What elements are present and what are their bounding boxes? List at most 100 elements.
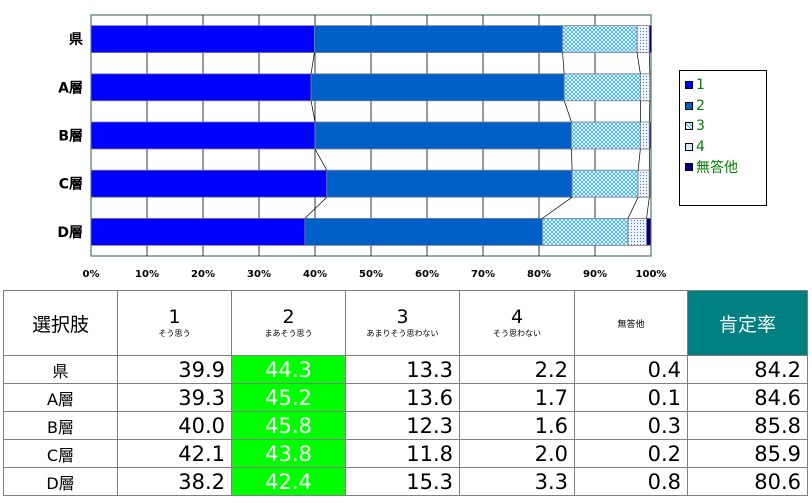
- table-cell: 2.2: [459, 355, 575, 384]
- bar-segment: [326, 169, 573, 198]
- series-line: [636, 52, 641, 74]
- table-cell: 84.2: [687, 355, 808, 384]
- row-label: 県: [3, 355, 118, 384]
- series-line: [563, 100, 572, 123]
- table-cell: 1.7: [459, 383, 575, 412]
- legend-item-2: 2: [685, 96, 766, 117]
- bar-segment: [649, 73, 651, 102]
- bar-segment: [304, 217, 543, 246]
- category-label: C層: [59, 177, 83, 193]
- bar-segment: [90, 25, 315, 54]
- category-label: A層: [58, 80, 83, 96]
- bar-segment: [541, 217, 629, 246]
- header-sub: そう思う: [158, 329, 191, 338]
- bar-segment: [636, 25, 650, 54]
- bar-segment: [627, 217, 647, 246]
- series-line: [627, 197, 639, 219]
- table-cell: 3.3: [459, 467, 575, 496]
- table-cell: 11.8: [345, 439, 460, 468]
- bar-segment: [639, 73, 651, 102]
- legend-item-3: 3: [685, 116, 766, 137]
- header-sub: そう思わない: [493, 329, 541, 338]
- table-cell: 45.8: [231, 411, 346, 440]
- table-row: A層 39.3 45.2 13.6 1.7 0.1 84.6: [3, 383, 808, 412]
- legend-swatch-4: [685, 142, 693, 151]
- header-num: 1: [168, 306, 181, 328]
- table-cell: 38.2: [117, 467, 232, 496]
- table-cell: 1.6: [459, 411, 575, 440]
- chart-plot: 県 A層 B層 C層 D層 0% 10% 20% 30% 40% 50% 60% 70% 80% 90% 10…: [57, 14, 667, 280]
- table-cell: 45.2: [231, 383, 346, 412]
- header-num: 2: [282, 306, 295, 328]
- header-positive-rate: 肯定率: [687, 290, 808, 356]
- bar-segment: [314, 121, 572, 150]
- legend-swatch-5: [685, 163, 693, 172]
- legend-swatch-1: [685, 81, 693, 90]
- table-row: C層 42.1 43.8 11.8 2.0 0.2 85.9: [3, 439, 808, 468]
- x-tick-label: 60%: [415, 269, 439, 280]
- header-num: 3: [396, 306, 409, 328]
- x-tick-label: 80%: [527, 269, 551, 280]
- table-cell: 40.0: [117, 411, 232, 440]
- x-tick-label: 40%: [303, 269, 327, 280]
- legend-label-3: 3: [696, 118, 705, 135]
- table-cell: 85.9: [687, 439, 808, 468]
- bar-segment: [563, 73, 641, 102]
- series-line: [562, 52, 565, 74]
- table-row: 県 39.9 44.3 13.3 2.2 0.4 84.2: [3, 355, 808, 384]
- category-label: D層: [57, 225, 83, 241]
- row-label: A層: [3, 383, 118, 412]
- bar-segment: [90, 217, 306, 246]
- header-muto: 無答他: [574, 290, 688, 356]
- table-cell: 15.3: [345, 467, 460, 496]
- table-cell: 85.8: [687, 411, 808, 440]
- header-col-1: 1 そう思う: [117, 290, 232, 356]
- bar-segment: [571, 169, 639, 198]
- legend-item-4: 4: [685, 137, 766, 158]
- table-row: B層 40.0 45.8 12.3 1.6 0.3 85.8: [3, 411, 808, 440]
- table-cell: 42.4: [231, 467, 346, 496]
- header-sub: あまりそう思わない: [366, 329, 439, 338]
- legend-label-2: 2: [696, 97, 705, 114]
- bar-segment: [310, 73, 565, 102]
- bar-segment: [571, 121, 641, 150]
- header-col-4: 4 そう思わない: [459, 290, 575, 356]
- series-line: [648, 100, 651, 123]
- table-cell: 0.1: [574, 383, 688, 412]
- series-line: [310, 52, 315, 74]
- category-label: 県: [69, 32, 83, 48]
- data-table: 選択肢 1 そう思う 2 まあそう思う 3 あまりそう思わない 4 そう思わない 無答他…: [3, 290, 808, 496]
- x-tick-label: 30%: [247, 269, 271, 280]
- header-num: 4: [510, 306, 524, 328]
- series-line: [637, 148, 641, 171]
- bar-segment: [562, 25, 638, 54]
- table-row: D層 38.2 42.4 15.3 3.3 0.8 80.6: [3, 467, 808, 496]
- bar-segment: [90, 169, 328, 198]
- series-line: [646, 197, 650, 219]
- table-cell: 39.9: [117, 355, 232, 384]
- bar-segment: [90, 121, 316, 150]
- category-label: B層: [58, 129, 83, 145]
- table-cell: 80.6: [687, 467, 808, 496]
- series-line: [310, 100, 316, 123]
- series-line: [542, 196, 573, 219]
- table-cell: 43.8: [231, 439, 346, 468]
- legend-label-1: 1: [696, 77, 705, 94]
- x-tick-label: 100%: [636, 269, 667, 280]
- table-header-row: 選択肢 1 そう思う 2 まあそう思う 3 あまりそう思わない 4 そう思わない 無答他…: [3, 290, 808, 356]
- bar-segment: [314, 25, 563, 54]
- x-tick-label: 70%: [471, 269, 495, 280]
- table-cell: 44.3: [231, 355, 346, 384]
- header-col-3: 3 あまりそう思わない: [345, 290, 460, 356]
- table-cell: 13.6: [345, 383, 460, 412]
- table-cell: 2.0: [459, 439, 575, 468]
- x-tick-label: 10%: [135, 269, 159, 280]
- table-body: 県 39.9 44.3 13.3 2.2 0.4 84.2 A層 39.3 45.2 13.6 1.7…: [3, 355, 808, 496]
- legend-item-5: 無答他: [685, 157, 766, 178]
- bar-segment: [646, 217, 652, 246]
- table-cell: 42.1: [117, 439, 232, 468]
- x-tick-label: 50%: [359, 269, 383, 280]
- bar-segment: [90, 73, 312, 102]
- table-cell: 39.3: [117, 383, 232, 412]
- header-col-2: 2 まあそう思う: [231, 290, 346, 356]
